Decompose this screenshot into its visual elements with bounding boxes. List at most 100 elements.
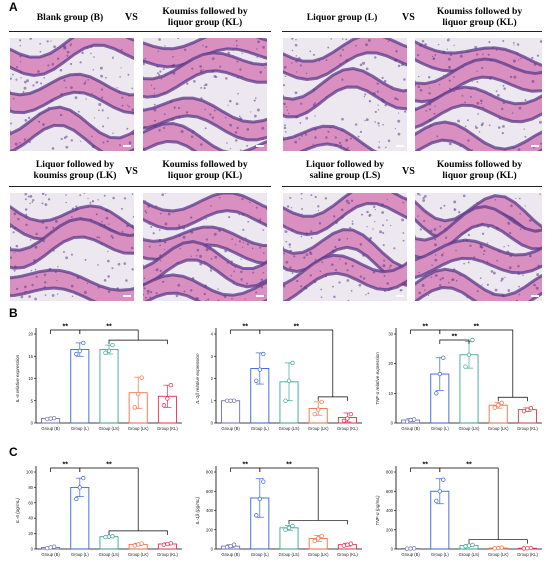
nucleus-dot [449, 80, 451, 82]
nucleus-dot [190, 216, 192, 218]
nucleus-dot [93, 56, 95, 58]
nucleus-dot [360, 243, 362, 245]
nucleus-dot [390, 225, 391, 226]
nucleus-dot [131, 247, 134, 250]
significance-label: ** [294, 324, 300, 331]
nucleus-dot [44, 286, 46, 288]
data-point [133, 406, 137, 410]
y-tick-label: 4 [211, 332, 214, 337]
y-tick-label: 0 [211, 421, 214, 426]
nucleus-dot [491, 293, 493, 295]
nucleus-dot [70, 86, 73, 89]
nucleus-dot [63, 251, 65, 253]
data-point [529, 406, 533, 410]
nucleus-dot [377, 83, 379, 85]
nucleus-dot [124, 197, 126, 199]
nucleus-dot [132, 112, 133, 113]
nucleus-dot [442, 253, 443, 254]
y-tick-label: 5 [31, 398, 34, 403]
nucleus-dot [144, 287, 146, 289]
nucleus-dot [377, 122, 379, 124]
y-tick-label: 800 [206, 470, 214, 475]
data-point [225, 545, 229, 549]
nucleus-dot [519, 198, 521, 200]
nucleus-dot [317, 205, 319, 207]
nucleus-dot [106, 217, 109, 220]
nucleus-dot [444, 228, 446, 230]
nucleus-dot [77, 75, 78, 76]
nucleus-dot [218, 229, 221, 232]
nucleus-dot [362, 143, 363, 144]
nucleus-dot [314, 115, 315, 116]
nucleus-dot [379, 141, 380, 142]
nucleus-dot [230, 148, 231, 149]
group-bracket [109, 531, 167, 535]
significance-bracket [80, 330, 138, 340]
nucleus-dot [118, 263, 121, 266]
nucleus-dot [164, 113, 166, 115]
nucleus-dot [131, 88, 133, 90]
nucleus-dot [107, 260, 110, 263]
nucleus-dot [466, 239, 469, 242]
nucleus-dot [417, 215, 418, 216]
x-tick-label: Group (KL) [157, 426, 178, 431]
data-point [496, 403, 500, 407]
nucleus-dot [48, 198, 50, 200]
nucleus-dot [347, 269, 349, 271]
nucleus-dot [428, 76, 430, 78]
nucleus-dot [228, 105, 229, 106]
nucleus-dot [363, 277, 365, 279]
nucleus-dot [476, 102, 479, 105]
nucleus-dot [438, 288, 439, 289]
nucleus-dot [261, 281, 262, 282]
x-tick-label: Group (LS) [459, 426, 480, 431]
nucleus-dot [45, 294, 47, 296]
group-bracket [498, 397, 527, 401]
nucleus-dot [386, 282, 389, 285]
nucleus-dot [339, 258, 340, 259]
nucleus-dot [155, 205, 157, 207]
nucleus-dot [202, 45, 203, 46]
nucleus-dot [259, 247, 261, 249]
nucleus-dot [160, 275, 162, 277]
nucleus-dot [85, 259, 87, 261]
y-tick-label: 80 [28, 485, 33, 490]
nucleus-dot [14, 265, 17, 268]
nucleus-dot [425, 275, 427, 277]
nucleus-dot [365, 43, 368, 46]
nucleus-dot [373, 206, 375, 208]
data-point [104, 535, 108, 539]
nucleus-dot [285, 131, 287, 133]
nucleus-dot [32, 199, 34, 201]
x-tick-label: Group (B) [221, 426, 240, 431]
nucleus-dot [122, 105, 124, 107]
nucleus-dot [468, 234, 470, 236]
data-point [442, 356, 446, 360]
nucleus-dot [449, 142, 452, 145]
nucleus-dot [255, 292, 257, 294]
nucleus-dot [314, 136, 316, 138]
nucleus-dot [423, 220, 425, 222]
nucleus-dot [204, 87, 206, 89]
nucleus-dot [525, 205, 526, 206]
nucleus-dot [32, 201, 34, 203]
nucleus-dot [453, 201, 456, 204]
nucleus-dot [509, 254, 512, 257]
nucleus-dot [289, 246, 290, 247]
bar [100, 350, 118, 423]
nucleus-dot [482, 223, 484, 225]
nucleus-dot [160, 260, 162, 262]
nucleus-dot [495, 199, 496, 200]
nucleus-dot [147, 205, 150, 208]
nucleus-dot [60, 69, 63, 72]
nucleus-dot [233, 283, 235, 285]
bar [222, 401, 240, 423]
data-point [500, 401, 504, 405]
nucleus-dot [539, 193, 540, 194]
nucleus-dot [43, 77, 45, 79]
nucleus-dot [439, 284, 441, 286]
nucleus-dot [467, 51, 469, 53]
nucleus-dot [35, 233, 37, 235]
y-axis-label: IL-6 relative expression [15, 354, 20, 402]
nucleus-dot [381, 98, 384, 101]
